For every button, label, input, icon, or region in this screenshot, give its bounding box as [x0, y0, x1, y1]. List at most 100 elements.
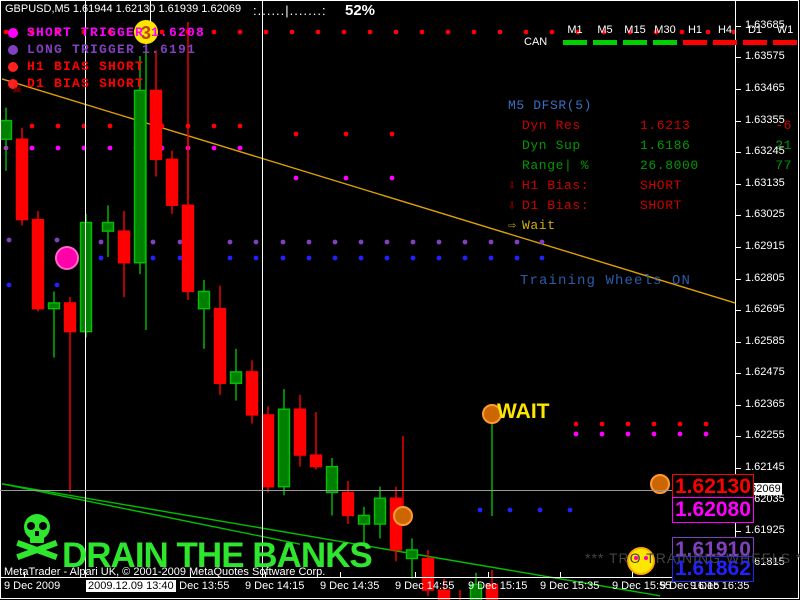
price-tick-label: 1.62145	[745, 461, 785, 474]
symbol-header: GBPUSD,M5 1.61944 1.62130 1.61939 1.6206…	[5, 3, 242, 15]
wait-annotation: WAIT	[497, 400, 550, 423]
session-divider-2	[262, 0, 263, 577]
progress-meter-dots: :......|.......:	[253, 3, 327, 18]
timeframe-M1[interactable]: M1	[567, 24, 583, 36]
time-tick-label: 9 Dec 16:35	[690, 580, 750, 592]
training-wheels-status: Training Wheels ON	[520, 273, 692, 289]
time-tick-mark	[560, 572, 561, 577]
info-value	[640, 218, 752, 238]
timeframe-H4[interactable]: H4	[717, 24, 733, 36]
time-tick-mark	[415, 572, 416, 577]
info-row-4: ⇩ D1 Bias: SHORT	[508, 198, 792, 218]
price-tick-mark	[736, 88, 741, 90]
legend-row-1: LONG TRIGGER 1.6191	[8, 41, 205, 58]
info-row-2: Range| % 26.8000 77	[508, 158, 792, 178]
info-value: 1.6213	[640, 118, 691, 133]
time-tick-label: 9 Dec 15:15	[468, 580, 528, 592]
legend-row-0: SHORT TRIGGER 1.6208	[8, 24, 205, 41]
timeframe-panel[interactable]: M1M5M15M30H1H4D1W1MN1 CAN	[520, 24, 800, 48]
drain-the-banks-watermark: DRAIN THE BANKS	[62, 536, 373, 575]
can-bar-H1	[683, 39, 707, 45]
legend-dot-icon	[8, 44, 18, 55]
price-tick-mark	[736, 404, 741, 406]
info-extra: -6	[775, 118, 792, 133]
info-extra	[752, 218, 792, 238]
price-tick-label: 1.63575	[745, 50, 785, 63]
can-bar-D1	[743, 39, 767, 45]
price-tick-mark	[736, 373, 741, 375]
timeframe-W1[interactable]: W1	[776, 24, 794, 36]
info-arrow-icon: ⇩	[508, 198, 517, 213]
time-tick-label: 9 Dec 14:35	[320, 580, 380, 592]
info-label: Wait	[522, 218, 556, 233]
price-tick-mark	[736, 341, 741, 343]
price-tick-label: 1.62255	[745, 429, 785, 442]
time-tick-mark	[190, 572, 191, 577]
price-tick-mark	[736, 436, 741, 438]
info-arrow-icon: ⇩	[508, 178, 517, 193]
time-tick-mark	[632, 572, 633, 577]
info-label: Dyn Res	[522, 118, 581, 133]
legend-dot-icon	[8, 27, 18, 38]
price-tick-mark	[736, 152, 741, 154]
timeframe-M30[interactable]: M30	[654, 24, 676, 36]
price-level-label-1: 1.62080	[672, 497, 754, 523]
price-tick-mark	[736, 57, 741, 59]
current-time-label: 2009.12.09 13:40	[86, 580, 176, 592]
can-cell	[590, 39, 620, 45]
price-tick-label: 1.62695	[745, 303, 785, 316]
info-row-5: ⇨ Wait	[508, 218, 792, 238]
time-tick-label: 9 Dec 13:55	[170, 580, 230, 592]
info-title: M5 DFSR(5)	[508, 98, 593, 113]
price-tick-label: 1.63025	[745, 208, 785, 221]
legend-row-3: D1 BIAS SHORT	[8, 75, 205, 92]
price-tick-mark	[736, 215, 741, 217]
session-divider-1	[85, 0, 86, 577]
info-arrow-icon	[508, 138, 522, 158]
tro-training-wheels-watermark: *** TRO TRAINING WHEELS ***	[585, 550, 800, 566]
timeframe-H1[interactable]: H1	[687, 24, 703, 36]
price-tick-mark	[736, 310, 741, 312]
info-label: D1 Bias:	[522, 198, 590, 213]
time-tick-label: 9 Dec 2009	[4, 580, 61, 592]
price-axis-line	[735, 0, 736, 578]
time-tick-label: 9 Dec 14:55	[395, 580, 455, 592]
legend-value: 1.6208	[151, 25, 206, 40]
price-tick-label: 1.62035	[745, 492, 785, 505]
price-tick-label: 1.62365	[745, 397, 785, 410]
can-label: CAN	[524, 36, 548, 48]
can-bar-M15	[623, 39, 647, 45]
time-tick-label: 9 Dec 15:55	[612, 580, 672, 592]
info-value: 1.6186	[640, 138, 691, 153]
price-tick-label: 1.63245	[745, 145, 785, 158]
price-tick-mark	[736, 246, 741, 248]
price-tick-label: 1.61815	[745, 555, 785, 568]
timeframe-labels-row: M1M5M15M30H1H4D1W1MN1	[520, 24, 800, 36]
legend-dot-icon	[8, 78, 18, 89]
timeframe-M5[interactable]: M5	[597, 24, 613, 36]
current-price-line	[0, 489, 736, 491]
can-bar-M1	[563, 39, 587, 45]
price-tick-mark	[736, 183, 741, 185]
can-cell	[560, 39, 590, 45]
legend-dot-icon	[8, 61, 18, 72]
time-axis-line	[0, 577, 736, 578]
info-row-1: Dyn Sup 1.6186 21	[508, 138, 792, 158]
indicator-info-panel: M5 DFSR(5) Dyn Res 1.6213 -6 Dyn Sup 1.6186 2…	[508, 98, 792, 238]
price-tick-mark	[736, 531, 741, 533]
legend-label: H1 BIAS SHORT	[27, 59, 145, 74]
info-row-3: ⇩ H1 Bias: SHORT	[508, 178, 792, 198]
can-bar-M5	[593, 39, 617, 45]
price-tick-mark	[736, 468, 741, 470]
info-arrow-icon	[508, 118, 522, 138]
can-bar-W1	[773, 39, 797, 45]
timeframe-M15[interactable]: M15	[624, 24, 646, 36]
progress-meter-percent: 52%	[345, 2, 376, 19]
timeframe-D1[interactable]: D1	[747, 24, 763, 36]
skull-crossbones-icon	[16, 514, 58, 561]
price-tick-label: 1.63465	[745, 81, 785, 94]
price-tick-label: 1.62585	[745, 334, 785, 347]
price-level-label-0: 1.62130	[672, 474, 754, 500]
